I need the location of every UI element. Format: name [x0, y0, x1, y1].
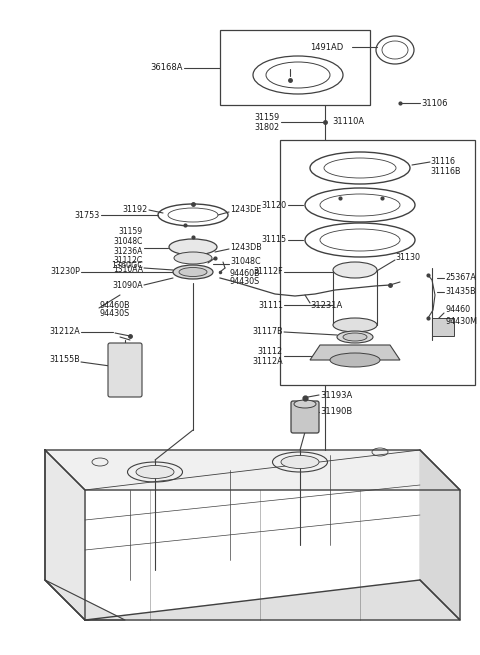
Bar	[432, 318, 454, 336]
Polygon shape	[420, 450, 460, 620]
Polygon shape	[45, 450, 85, 620]
Text: 31048C: 31048C	[230, 257, 261, 267]
Text: 94460B: 94460B	[230, 269, 261, 278]
Ellipse shape	[136, 466, 174, 479]
FancyBboxPatch shape	[291, 401, 319, 433]
Text: 94430S: 94430S	[230, 278, 260, 286]
Text: 31192: 31192	[123, 206, 148, 214]
Text: 31111: 31111	[258, 301, 283, 310]
Ellipse shape	[337, 331, 373, 343]
Polygon shape	[310, 345, 400, 360]
Text: 31130: 31130	[395, 252, 420, 261]
Text: 31112A: 31112A	[252, 358, 283, 367]
Ellipse shape	[169, 239, 217, 255]
Polygon shape	[45, 450, 460, 490]
Text: 94460: 94460	[445, 305, 470, 314]
Ellipse shape	[174, 252, 212, 264]
Bar	[220, 30, 370, 105]
Text: 31112C: 31112C	[114, 256, 143, 265]
Text: 31190B: 31190B	[320, 407, 352, 417]
Text: 1491AD: 1491AD	[310, 43, 343, 52]
Bar	[280, 140, 475, 385]
Text: 31116: 31116	[430, 157, 455, 166]
Text: 31159: 31159	[255, 113, 280, 122]
Text: 94460B: 94460B	[100, 301, 131, 310]
Text: 31159: 31159	[119, 227, 143, 236]
Text: 94430M: 94430M	[445, 316, 477, 326]
Text: 31753: 31753	[75, 210, 100, 219]
Text: 31193A: 31193A	[320, 390, 352, 400]
Text: 31048C: 31048C	[114, 237, 143, 246]
Text: 31110A: 31110A	[332, 117, 364, 126]
Ellipse shape	[333, 318, 377, 332]
Text: 31435B: 31435B	[445, 288, 476, 297]
Text: 31106: 31106	[421, 98, 447, 107]
Text: 25367A: 25367A	[445, 274, 476, 282]
Text: 1360GC: 1360GC	[111, 261, 143, 269]
Ellipse shape	[343, 333, 367, 341]
Text: 31090A: 31090A	[112, 280, 143, 290]
Text: 31120: 31120	[262, 200, 287, 210]
Ellipse shape	[281, 455, 319, 468]
Text: 31236A: 31236A	[114, 246, 143, 255]
Text: 31112F: 31112F	[253, 267, 283, 276]
FancyBboxPatch shape	[108, 343, 142, 397]
Text: 31212A: 31212A	[49, 328, 80, 337]
Text: 31155B: 31155B	[49, 356, 80, 364]
Polygon shape	[85, 580, 460, 620]
Ellipse shape	[294, 400, 316, 408]
Ellipse shape	[330, 353, 380, 367]
Text: 31231A: 31231A	[310, 301, 342, 310]
Text: 31117B: 31117B	[252, 328, 283, 337]
Text: 31802: 31802	[255, 124, 280, 132]
Polygon shape	[45, 580, 125, 620]
Text: 1243DB: 1243DB	[230, 242, 262, 252]
Ellipse shape	[173, 265, 213, 279]
Text: 1310AA: 1310AA	[113, 265, 143, 274]
Ellipse shape	[179, 267, 207, 276]
Text: 31115: 31115	[262, 236, 287, 244]
Text: 36168A: 36168A	[151, 64, 183, 73]
Text: 94430S: 94430S	[100, 310, 130, 318]
Ellipse shape	[333, 262, 377, 278]
Text: 31230P: 31230P	[50, 267, 80, 276]
Text: 1243DE: 1243DE	[230, 206, 261, 214]
Text: 31112: 31112	[258, 348, 283, 356]
Text: 31116B: 31116B	[430, 168, 460, 176]
